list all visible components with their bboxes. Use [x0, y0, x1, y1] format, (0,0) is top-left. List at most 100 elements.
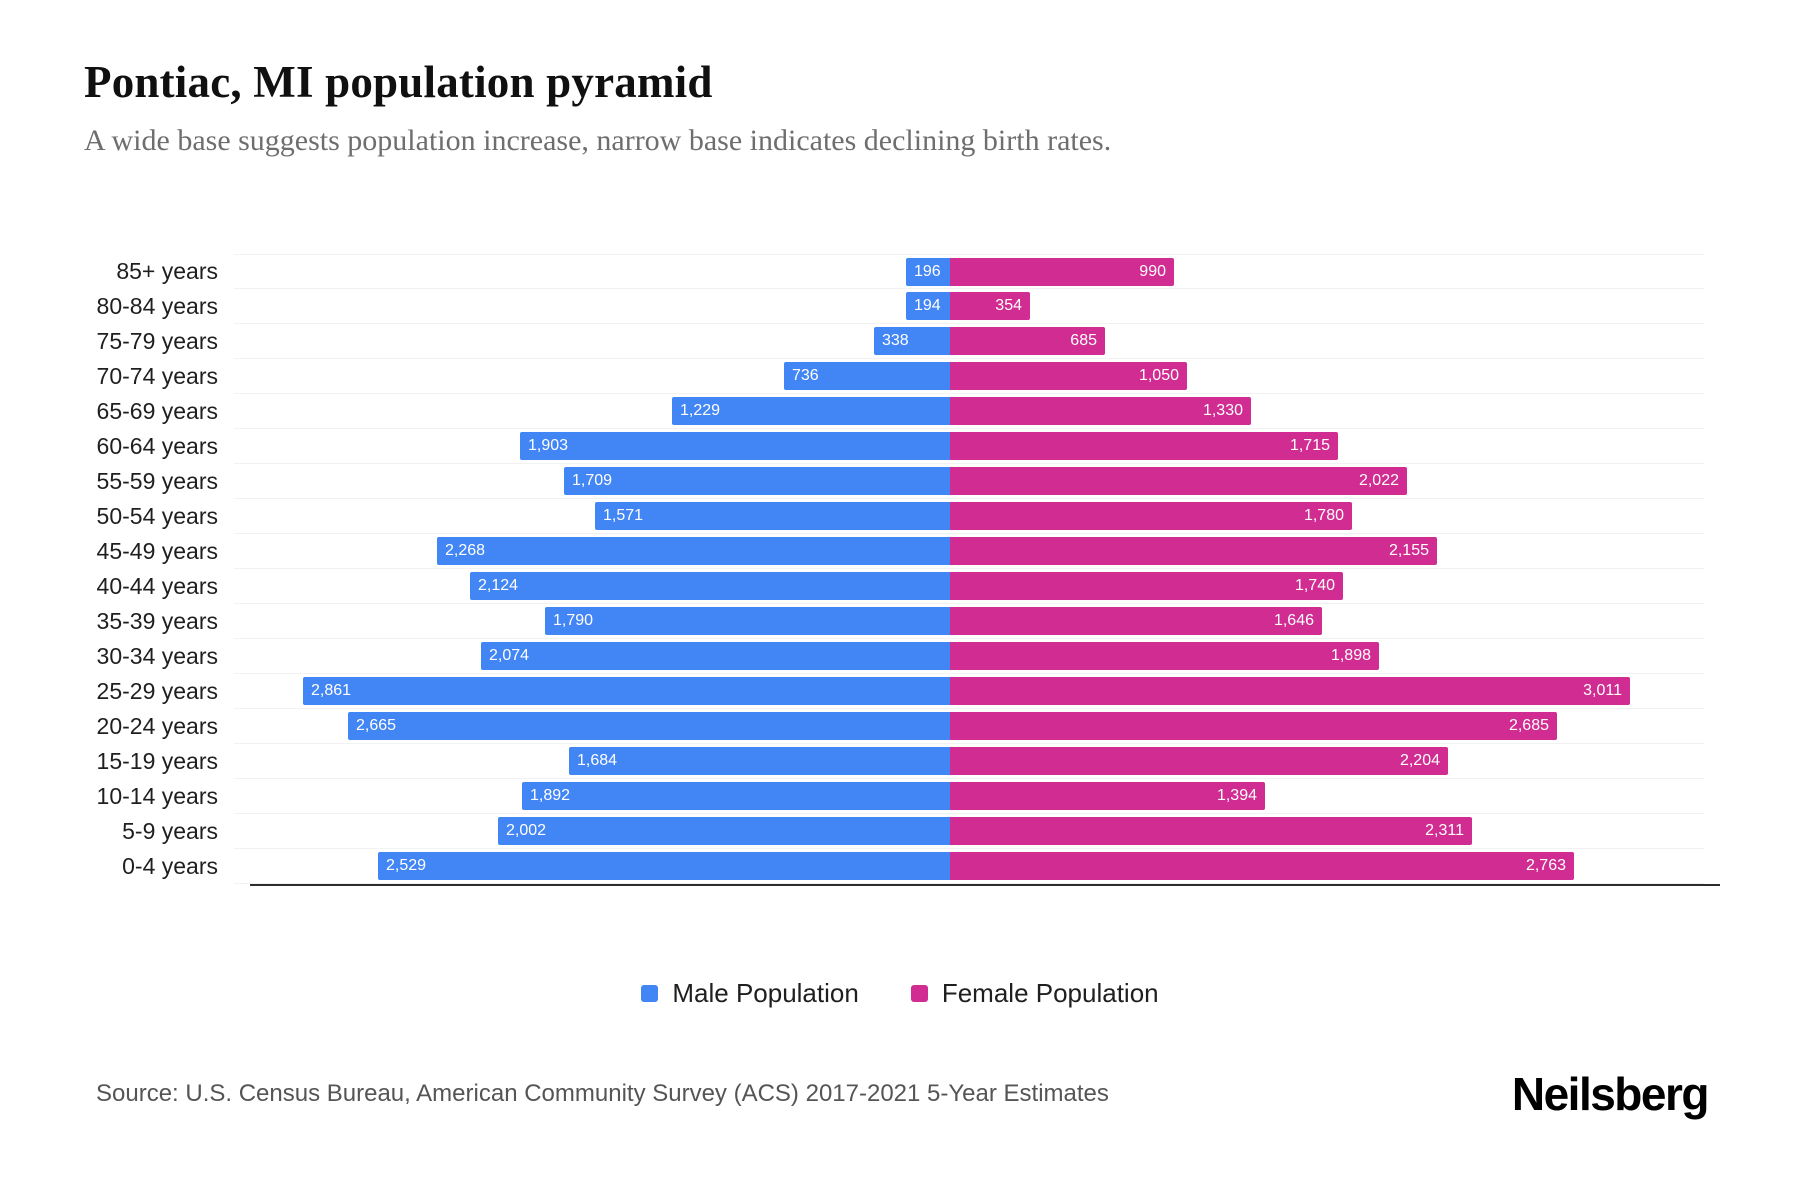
- male-bar[interactable]: 2,124: [470, 572, 950, 600]
- row-gridline: 736 1,050: [234, 359, 1704, 394]
- female-bar-area: 2,155: [950, 537, 1704, 565]
- male-bar[interactable]: 2,268: [437, 537, 950, 565]
- x-axis-line: [250, 884, 1720, 886]
- male-bar[interactable]: 2,002: [498, 817, 950, 845]
- male-bar[interactable]: 1,571: [595, 502, 950, 530]
- male-bar[interactable]: 196: [906, 257, 950, 286]
- male-value-label: 2,268: [445, 542, 486, 559]
- row-gridline: 2,529 2,763: [234, 849, 1704, 884]
- male-bar[interactable]: 2,074: [481, 642, 950, 670]
- female-bar-area: 1,050: [950, 362, 1704, 390]
- age-group-label: 65-69 years: [96, 398, 218, 424]
- female-bar[interactable]: 2,155: [950, 537, 1437, 565]
- male-bar-area: 194: [234, 292, 950, 320]
- row-gridline: 1,790 1,646: [234, 604, 1704, 639]
- legend-item-female[interactable]: Female Population: [910, 978, 1159, 1009]
- female-bar-area: 685: [950, 327, 1704, 355]
- page-title: Pontiac, MI population pyramid: [84, 57, 713, 107]
- pyramid-row: 50-54 years 1,571 1,780: [84, 499, 1800, 534]
- male-value-label: 1,903: [528, 437, 569, 454]
- female-value-label: 2,022: [1358, 472, 1399, 489]
- male-value-label: 2,002: [506, 822, 547, 839]
- male-bar[interactable]: 2,529: [378, 852, 950, 880]
- female-bar[interactable]: 1,780: [950, 502, 1352, 530]
- female-value-label: 1,898: [1330, 647, 1371, 664]
- female-bar[interactable]: 1,646: [950, 607, 1322, 635]
- female-bar[interactable]: 1,394: [950, 782, 1265, 810]
- male-bar[interactable]: 736: [784, 362, 950, 390]
- male-bar[interactable]: 2,861: [303, 677, 950, 705]
- female-bar-area: 2,763: [950, 852, 1704, 880]
- female-bar[interactable]: 685: [950, 327, 1105, 355]
- female-bar[interactable]: 2,311: [950, 817, 1472, 845]
- row-gridline: 1,709 2,022: [234, 464, 1704, 499]
- female-bar[interactable]: 1,740: [950, 572, 1343, 600]
- pyramid-row: 80-84 years 194 354: [84, 289, 1800, 324]
- male-bar[interactable]: 1,892: [522, 782, 950, 810]
- female-value-label: 990: [1139, 262, 1166, 280]
- row-gridline: 2,002 2,311: [234, 814, 1704, 849]
- age-group-label: 30-34 years: [96, 643, 218, 669]
- male-bar-area: 1,892: [234, 782, 950, 810]
- male-bar-area: 196: [234, 257, 950, 286]
- male-swatch-icon: [641, 985, 659, 1002]
- row-gridline: 1,903 1,715: [234, 429, 1704, 464]
- pyramid-row: 15-19 years 1,684 2,204: [84, 744, 1800, 779]
- legend-label-male: Male Population: [672, 978, 859, 1008]
- legend: Male Population Female Population: [0, 978, 1800, 1009]
- female-bar-area: 2,022: [950, 467, 1704, 495]
- male-bar-area: 338: [234, 327, 950, 355]
- page-subtitle: A wide base suggests population increase…: [84, 124, 1112, 157]
- legend-item-male[interactable]: Male Population: [641, 978, 859, 1009]
- female-bar-area: 1,330: [950, 397, 1704, 425]
- female-bar[interactable]: 2,022: [950, 467, 1407, 495]
- male-bar[interactable]: 1,790: [545, 607, 950, 635]
- female-bar[interactable]: 2,763: [950, 852, 1574, 880]
- female-value-label: 2,763: [1525, 857, 1566, 874]
- pyramid-row: 65-69 years 1,229 1,330: [84, 394, 1800, 429]
- male-bar[interactable]: 2,665: [348, 712, 950, 740]
- male-value-label: 338: [882, 332, 909, 349]
- age-group-label: 35-39 years: [96, 608, 218, 634]
- pyramid-row: 70-74 years 736 1,050: [84, 359, 1800, 394]
- female-bar[interactable]: 3,011: [950, 677, 1630, 705]
- age-group-label: 70-74 years: [96, 363, 218, 389]
- age-group-label: 20-24 years: [96, 713, 218, 739]
- male-value-label: 1,892: [530, 787, 571, 804]
- female-value-label: 2,155: [1388, 542, 1429, 559]
- female-bar[interactable]: 1,898: [950, 642, 1379, 670]
- male-bar[interactable]: 1,684: [569, 747, 950, 775]
- male-bar-area: 1,790: [234, 607, 950, 635]
- age-group-label: 40-44 years: [96, 573, 218, 599]
- female-bar[interactable]: 1,330: [950, 397, 1251, 425]
- male-value-label: 194: [914, 297, 941, 314]
- female-bar-area: 3,011: [950, 677, 1704, 705]
- age-group-label: 45-49 years: [96, 538, 218, 564]
- male-value-label: 2,861: [311, 682, 352, 699]
- female-bar[interactable]: 990: [950, 257, 1174, 286]
- male-bar[interactable]: 1,229: [672, 397, 950, 425]
- male-value-label: 1,684: [577, 752, 618, 769]
- male-bar[interactable]: 1,903: [520, 432, 950, 460]
- pyramid-row: 35-39 years 1,790 1,646: [84, 604, 1800, 639]
- pyramid-row: 45-49 years 2,268 2,155: [84, 534, 1800, 569]
- pyramid-row: 55-59 years 1,709 2,022: [84, 464, 1800, 499]
- pyramid-row: 20-24 years 2,665 2,685: [84, 709, 1800, 744]
- female-bar[interactable]: 2,204: [950, 747, 1448, 775]
- male-value-label: 736: [792, 367, 819, 384]
- female-swatch-icon: [910, 985, 928, 1002]
- male-bar[interactable]: 338: [874, 327, 950, 355]
- female-bar[interactable]: 2,685: [950, 712, 1557, 740]
- female-bar[interactable]: 1,715: [950, 432, 1338, 460]
- row-gridline: 1,684 2,204: [234, 744, 1704, 779]
- female-value-label: 2,311: [1425, 822, 1464, 839]
- female-value-label: 354: [995, 297, 1022, 314]
- pyramid-row: 25-29 years 2,861 3,011: [84, 674, 1800, 709]
- male-bar[interactable]: 194: [906, 292, 950, 320]
- pyramid-row: 5-9 years 2,002 2,311: [84, 814, 1800, 849]
- pyramid-row: 40-44 years 2,124 1,740: [84, 569, 1800, 604]
- female-bar[interactable]: 1,050: [950, 362, 1187, 390]
- male-bar-area: 2,529: [234, 852, 950, 880]
- female-bar[interactable]: 354: [950, 292, 1030, 320]
- male-bar[interactable]: 1,709: [564, 467, 950, 495]
